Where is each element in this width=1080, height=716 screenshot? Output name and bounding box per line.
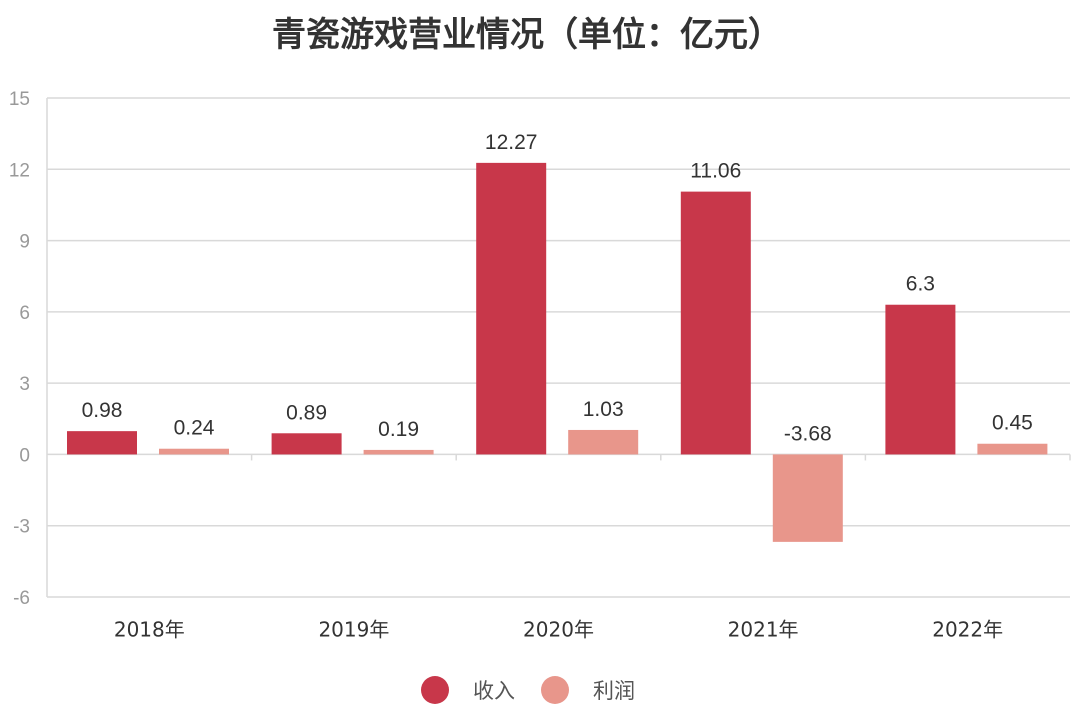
bar-revenue	[680, 191, 751, 455]
legend-label[interactable]: 利润	[593, 679, 635, 703]
data-label: 11.06	[690, 160, 741, 183]
bar-revenue	[271, 433, 342, 455]
x-tick-label: 2020年	[523, 617, 594, 641]
legend-marker[interactable]	[421, 676, 449, 704]
data-label: 0.45	[992, 412, 1033, 435]
data-label: 1.03	[583, 398, 624, 421]
bar-profit	[977, 443, 1048, 455]
data-label: 0.19	[378, 418, 419, 441]
y-tick-label: -6	[13, 588, 30, 609]
bar-profit	[363, 449, 434, 455]
data-label: 6.3	[906, 273, 935, 296]
legend-label[interactable]: 收入	[473, 679, 515, 703]
bar-revenue	[885, 304, 956, 455]
y-tick-label: 9	[19, 232, 30, 253]
chart-title: 青瓷游戏营业情况（单位：亿元）	[272, 15, 782, 55]
data-label: -3.68	[784, 422, 832, 445]
data-label: 0.98	[82, 399, 123, 422]
x-tick-label: 2021年	[728, 617, 799, 641]
y-tick-label: -3	[13, 517, 30, 538]
data-label: 0.24	[174, 417, 215, 440]
legend-marker[interactable]	[541, 676, 569, 704]
y-tick-label: 0	[19, 445, 30, 466]
bar-profit	[159, 448, 229, 455]
y-tick-label: 15	[9, 89, 30, 110]
bar-revenue	[67, 431, 137, 455]
bar-profit	[568, 429, 639, 455]
x-tick-label: 2022年	[932, 617, 1003, 641]
bar-profit	[772, 454, 843, 542]
y-tick-label: 3	[19, 374, 30, 395]
data-label: 0.89	[286, 401, 327, 424]
x-tick-label: 2019年	[318, 617, 389, 641]
y-tick-label: 12	[9, 160, 30, 181]
data-label: 12.27	[485, 131, 538, 154]
y-tick-label: 6	[19, 303, 30, 324]
bar-revenue	[476, 162, 547, 455]
x-tick-label: 2018年	[114, 617, 185, 641]
